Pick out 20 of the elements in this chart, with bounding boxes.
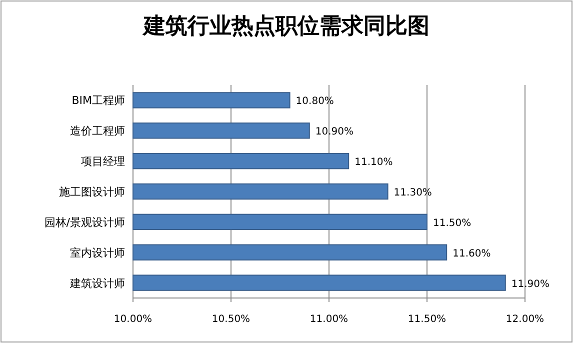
- x-tick-label: 10.50%: [212, 314, 250, 325]
- y-tick-label: 造价工程师: [70, 124, 125, 138]
- y-tick-label: 建筑设计师: [69, 276, 125, 290]
- data-label: 10.90%: [315, 126, 354, 138]
- data-label: 11.30%: [394, 188, 432, 198]
- y-tick-label: 项目经理: [81, 155, 125, 168]
- y-tick-label: BIM工程师: [72, 94, 125, 108]
- x-tick-label: 11.00%: [310, 314, 348, 325]
- chart-title: 建筑行业热点职位需求同比图: [142, 14, 430, 39]
- data-label: 11.60%: [452, 248, 491, 260]
- y-tick-label: 施工图设计师: [59, 186, 125, 198]
- data-label: 11.50%: [433, 218, 472, 229]
- data-label: 11.10%: [354, 157, 393, 168]
- x-tick-label: 11.50%: [408, 314, 446, 325]
- x-tick-label: 12.00%: [506, 314, 544, 325]
- data-label: 10.80%: [296, 96, 334, 108]
- data-label: 11.90%: [511, 278, 550, 290]
- y-tick-label: 室内设计师: [70, 246, 125, 260]
- x-tick-label: 10.00%: [114, 314, 152, 325]
- y-tick-label: 园林/景观设计师: [44, 216, 125, 229]
